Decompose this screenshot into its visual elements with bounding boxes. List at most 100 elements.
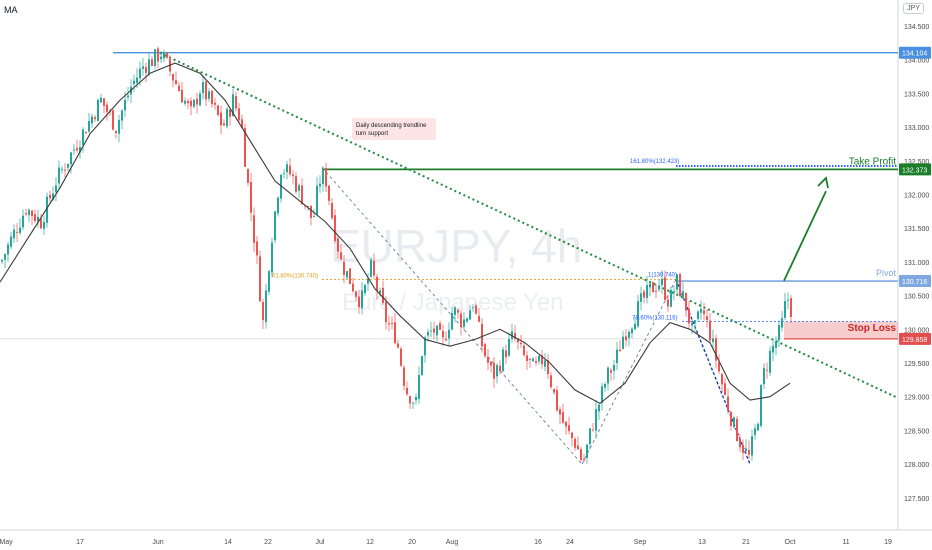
candle-body (283, 173, 285, 174)
candle-body (154, 49, 156, 66)
candle-body (577, 445, 579, 450)
candle-body (610, 370, 612, 373)
candle-body (475, 305, 477, 314)
candle-body (226, 108, 228, 127)
candle-body (91, 116, 93, 124)
candle-body (727, 396, 729, 412)
candle-body (490, 361, 492, 366)
candle-body (493, 363, 495, 379)
candle-body (28, 209, 30, 216)
candle-body (325, 167, 327, 187)
candle-body (97, 100, 99, 122)
candle-body (133, 80, 135, 85)
x-tick-label: 12 (366, 539, 374, 546)
x-tick-label: 11 (842, 539, 849, 546)
candle-body (733, 417, 735, 428)
candle-body (424, 337, 426, 356)
candle-body (616, 349, 618, 364)
candle-body (631, 328, 633, 334)
candle-body (172, 73, 174, 81)
candle-body (649, 283, 651, 288)
candle-body (430, 330, 432, 332)
candle-body (688, 308, 690, 324)
fib-1-label: 1(130.740) (648, 272, 677, 278)
candle-body (157, 48, 159, 62)
candle-body (19, 227, 21, 234)
indicator-label[interactable]: MA (4, 5, 18, 15)
candle-body (16, 232, 18, 233)
trendline-callout-box (352, 118, 436, 140)
candle-body (391, 323, 393, 324)
fib-leg-2 (581, 279, 677, 465)
candle-body (496, 365, 498, 377)
candle-body (328, 185, 330, 201)
price-label-text: 134.104 (902, 51, 927, 58)
candle-body (556, 390, 558, 411)
candle-body (70, 152, 72, 165)
price-label-text: 132.373 (902, 167, 927, 174)
candle-body (385, 301, 387, 323)
candle-body (373, 260, 375, 276)
candle-body (604, 383, 606, 388)
candle-body (25, 213, 27, 215)
candle-body (142, 66, 144, 69)
candle-body (736, 418, 738, 441)
candle-body (769, 350, 771, 373)
candle-body (550, 375, 552, 388)
candle-body (499, 365, 501, 372)
trendline-callout-line2: turn support (356, 131, 388, 137)
candle-body (40, 218, 42, 229)
candle-body (784, 301, 786, 318)
candle-body (46, 196, 48, 223)
candle-body (253, 215, 255, 243)
currency-button[interactable]: JPY (903, 3, 924, 14)
candle-body (100, 97, 102, 103)
x-tick-label: May (0, 539, 13, 546)
candle-body (463, 319, 465, 327)
y-tick-label: 134.500 (904, 24, 929, 31)
candle-body (622, 336, 624, 349)
stop-loss-zone (784, 321, 898, 339)
candle-body (715, 338, 717, 361)
candle-body (682, 291, 684, 298)
candle-body (76, 147, 78, 151)
candle-body (343, 262, 345, 275)
candle-body (340, 252, 342, 260)
candle-body (505, 350, 507, 357)
candle-body (553, 388, 555, 393)
candle-body (151, 59, 153, 67)
candle-body (439, 323, 441, 330)
candle-body (13, 229, 15, 239)
candle-body (214, 102, 216, 105)
candle-body (160, 56, 162, 60)
candle-body (376, 276, 378, 291)
candle-body (511, 331, 513, 339)
target-arrow-head (817, 176, 829, 189)
candle-body (508, 338, 510, 356)
candle-body (580, 449, 582, 460)
candle-body (778, 324, 780, 341)
x-tick-label: 22 (264, 539, 272, 546)
candle-body (544, 360, 546, 367)
candle-body (568, 425, 570, 432)
candle-body (55, 185, 57, 193)
candle-body (670, 289, 672, 307)
candle-body (400, 348, 402, 366)
candle-body (190, 100, 192, 107)
x-tick-label: 17 (76, 539, 84, 546)
candle-body (709, 320, 711, 341)
candle-body (115, 130, 117, 134)
candle-body (361, 290, 363, 309)
candle-body (706, 316, 708, 320)
y-tick-label: 130.500 (904, 294, 929, 301)
candle-body (88, 121, 90, 132)
candle-body (565, 421, 567, 427)
candle-body (703, 310, 705, 315)
candle-body (112, 110, 114, 130)
stop-loss-label: Stop Loss (848, 323, 897, 334)
x-tick-label: 14 (224, 539, 232, 546)
candle-body (739, 439, 741, 448)
candle-body (619, 349, 621, 352)
candle-body (583, 459, 585, 461)
